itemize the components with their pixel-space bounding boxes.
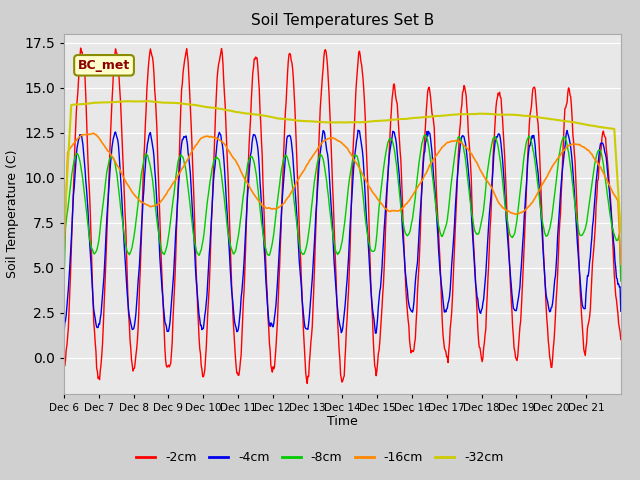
-8cm xyxy=(255,199,263,205)
-32cm xyxy=(617,229,625,235)
-32cm xyxy=(60,228,68,234)
Title: Soil Temperatures Set B: Soil Temperatures Set B xyxy=(251,13,434,28)
-2cm xyxy=(277,227,285,232)
-2cm xyxy=(433,189,440,195)
-16cm xyxy=(228,154,236,159)
-4cm xyxy=(354,127,362,133)
-2cm xyxy=(401,270,409,276)
-16cm xyxy=(432,154,440,159)
-32cm xyxy=(125,98,133,104)
-16cm xyxy=(126,186,134,192)
Line: -8cm: -8cm xyxy=(64,135,621,284)
-4cm xyxy=(60,332,68,337)
Y-axis label: Soil Temperature (C): Soil Temperature (C) xyxy=(6,149,19,278)
-4cm xyxy=(125,313,133,319)
-2cm xyxy=(77,45,84,51)
-32cm xyxy=(143,98,150,104)
-32cm xyxy=(401,116,408,122)
-32cm xyxy=(277,116,285,121)
-4cm xyxy=(401,254,408,260)
-8cm xyxy=(421,132,429,138)
-8cm xyxy=(400,223,408,229)
-16cm xyxy=(256,199,264,205)
-32cm xyxy=(432,113,440,119)
Line: -32cm: -32cm xyxy=(64,101,621,232)
-16cm xyxy=(401,203,408,209)
-4cm xyxy=(276,229,284,235)
Text: BC_met: BC_met xyxy=(78,59,130,72)
Line: -4cm: -4cm xyxy=(64,130,621,335)
-16cm xyxy=(60,253,68,259)
-8cm xyxy=(617,278,625,284)
-4cm xyxy=(617,308,625,314)
-4cm xyxy=(432,199,440,204)
-8cm xyxy=(276,175,284,181)
-2cm xyxy=(228,298,236,304)
-8cm xyxy=(60,281,68,287)
-2cm xyxy=(303,381,311,386)
-8cm xyxy=(125,252,133,258)
-8cm xyxy=(228,246,236,252)
Line: -16cm: -16cm xyxy=(64,133,621,264)
-2cm xyxy=(256,108,264,113)
-32cm xyxy=(256,112,264,118)
-2cm xyxy=(126,337,134,343)
Legend: -2cm, -4cm, -8cm, -16cm, -32cm: -2cm, -4cm, -8cm, -16cm, -32cm xyxy=(131,446,509,469)
-2cm xyxy=(617,336,625,342)
-2cm xyxy=(60,361,68,367)
-16cm xyxy=(617,262,625,267)
Line: -2cm: -2cm xyxy=(64,48,621,384)
-16cm xyxy=(89,131,97,136)
X-axis label: Time: Time xyxy=(327,415,358,429)
-4cm xyxy=(228,288,236,294)
-4cm xyxy=(255,164,263,170)
-8cm xyxy=(432,203,440,208)
-16cm xyxy=(277,203,285,209)
-32cm xyxy=(228,108,236,114)
